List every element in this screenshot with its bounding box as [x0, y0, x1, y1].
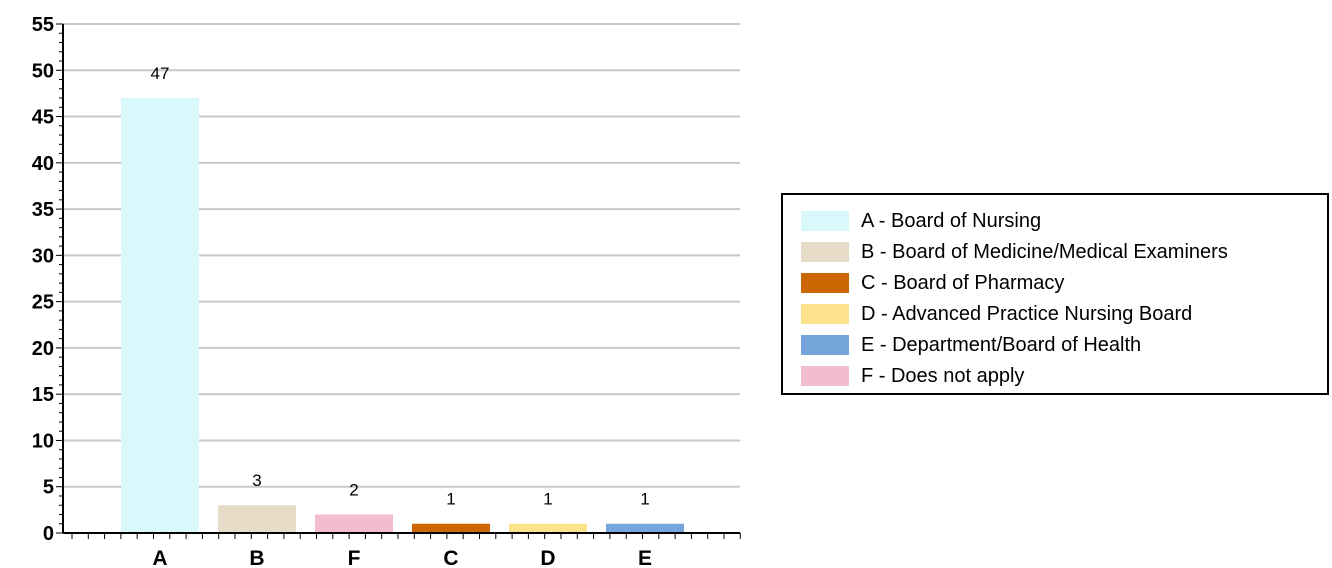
legend-swatch — [801, 273, 849, 293]
x-tick-label-D: D — [540, 547, 555, 568]
legend-swatch — [801, 242, 849, 262]
y-tick-label: 15 — [32, 384, 54, 406]
legend-swatch — [801, 366, 849, 386]
y-tick-label: 45 — [32, 107, 54, 129]
x-tick-label-E: E — [638, 547, 652, 568]
legend-item: D - Advanced Practice Nursing Board — [801, 302, 1192, 326]
bar-C — [412, 523, 490, 533]
data-label-C: 1 — [446, 490, 455, 509]
y-tick-label: 35 — [32, 199, 54, 221]
legend-label: F - Does not apply — [861, 364, 1025, 387]
bar-A — [121, 98, 199, 533]
data-label-F: 2 — [349, 480, 358, 499]
bars — [121, 98, 684, 533]
y-tick-label: 0 — [43, 523, 54, 545]
y-tick-label: 5 — [43, 477, 54, 499]
bar-F — [315, 514, 393, 533]
y-tick-label: 50 — [32, 60, 54, 82]
legend-item: B - Board of Medicine/Medical Examiners — [801, 240, 1228, 264]
y-tick-label: 25 — [32, 292, 54, 314]
y-tick-label: 55 — [32, 14, 54, 36]
axes — [56, 23, 741, 539]
legend-swatch — [801, 304, 849, 324]
y-tick-label: 20 — [32, 338, 54, 360]
y-tick-label: 40 — [32, 153, 54, 175]
legend-item: F - Does not apply — [801, 364, 1024, 388]
x-tick-label-C: C — [443, 547, 458, 568]
x-tick-label-A: A — [152, 547, 167, 568]
bar-D — [509, 523, 587, 533]
legend-swatch — [801, 335, 849, 355]
bar-E — [606, 523, 684, 533]
y-tick-label: 30 — [32, 245, 54, 267]
legend-label: A - Board of Nursing — [861, 209, 1042, 232]
legend-label: B - Board of Medicine/Medical Examiners — [861, 240, 1228, 263]
legend-swatch — [801, 211, 849, 231]
data-label-E: 1 — [640, 490, 649, 509]
data-label-B: 3 — [252, 471, 261, 490]
legend-item: C - Board of Pharmacy — [801, 271, 1064, 295]
data-labels: 47 3 2 1 1 1 — [151, 64, 650, 509]
legend-label: D - Advanced Practice Nursing Board — [861, 302, 1193, 325]
x-tick-label-B: B — [249, 547, 264, 568]
data-label-D: 1 — [543, 490, 552, 509]
legend-item: E - Department/Board of Health — [801, 333, 1141, 357]
bar-B — [218, 505, 296, 533]
legend-label: C - Board of Pharmacy — [861, 271, 1065, 294]
bar-chart: 0 5 10 15 20 25 30 35 40 45 50 55 A B F C D E 47 3 2 1 1 1 — [32, 14, 741, 568]
legend: A - Board of Nursing B - Board of Medicin… — [781, 193, 1329, 395]
legend-label: E - Department/Board of Health — [861, 333, 1142, 356]
legend-item: A - Board of Nursing — [801, 209, 1041, 233]
y-tick-label: 10 — [32, 430, 54, 452]
x-tick-label-F: F — [348, 547, 361, 568]
y-tick-labels: 0 5 10 15 20 25 30 35 40 45 50 55 — [32, 14, 54, 545]
data-label-A: 47 — [151, 64, 170, 83]
